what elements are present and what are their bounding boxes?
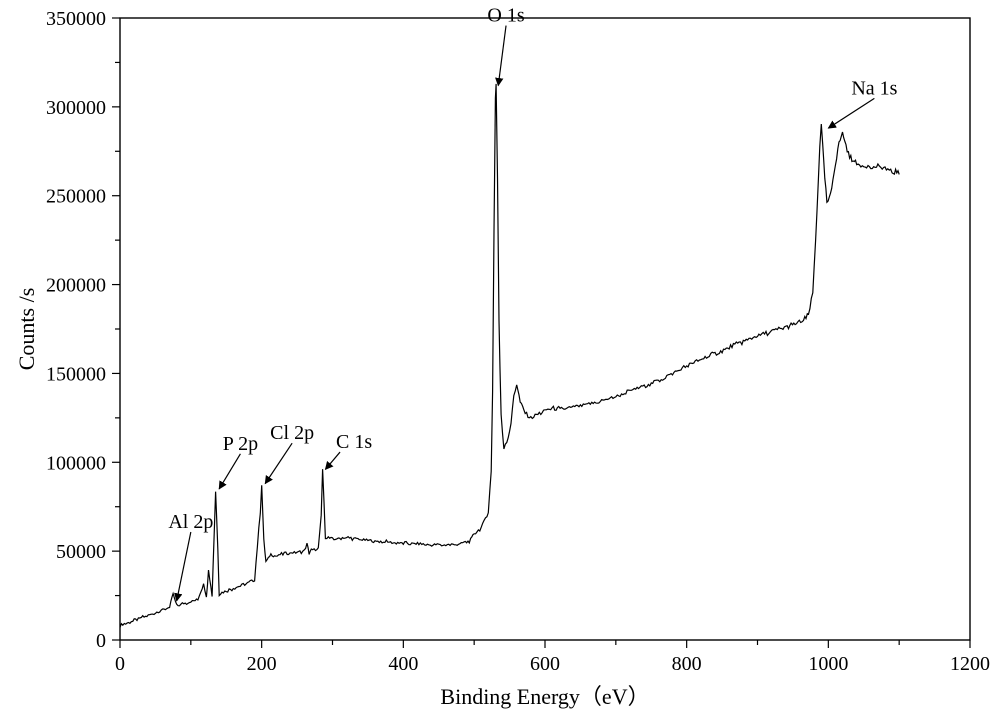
x-tick-label: 1000 (808, 653, 848, 675)
peak-label: P 2p (223, 433, 258, 455)
y-tick-label: 0 (96, 630, 106, 652)
x-tick-label: 200 (247, 653, 277, 675)
peak-label: Al 2p (168, 511, 213, 533)
y-tick-label: 200000 (46, 275, 106, 297)
y-tick-label: 300000 (46, 97, 106, 119)
x-tick-label: 0 (115, 653, 125, 675)
x-tick-label: 800 (672, 653, 702, 675)
peak-label: O 1s (487, 5, 524, 27)
y-axis-label: Counts /s (14, 288, 39, 371)
peak-label: Na 1s (851, 77, 897, 99)
x-tick-label: 600 (530, 653, 560, 675)
y-tick-label: 350000 (46, 8, 106, 30)
y-tick-label: 250000 (46, 186, 106, 208)
y-tick-label: 50000 (56, 541, 106, 563)
y-tick-label: 100000 (46, 452, 106, 474)
x-tick-label: 1200 (950, 653, 990, 675)
x-tick-label: 400 (388, 653, 418, 675)
y-tick-label: 150000 (46, 363, 106, 385)
xps-spectrum-chart: 0 200 400 600 800 1000 1200 0 50000 100000 150000 2… (0, 0, 1000, 722)
peak-label: C 1s (336, 431, 372, 453)
peak-label: Cl 2p (270, 422, 314, 444)
x-axis-label: Binding Energy（eV） (440, 684, 649, 709)
